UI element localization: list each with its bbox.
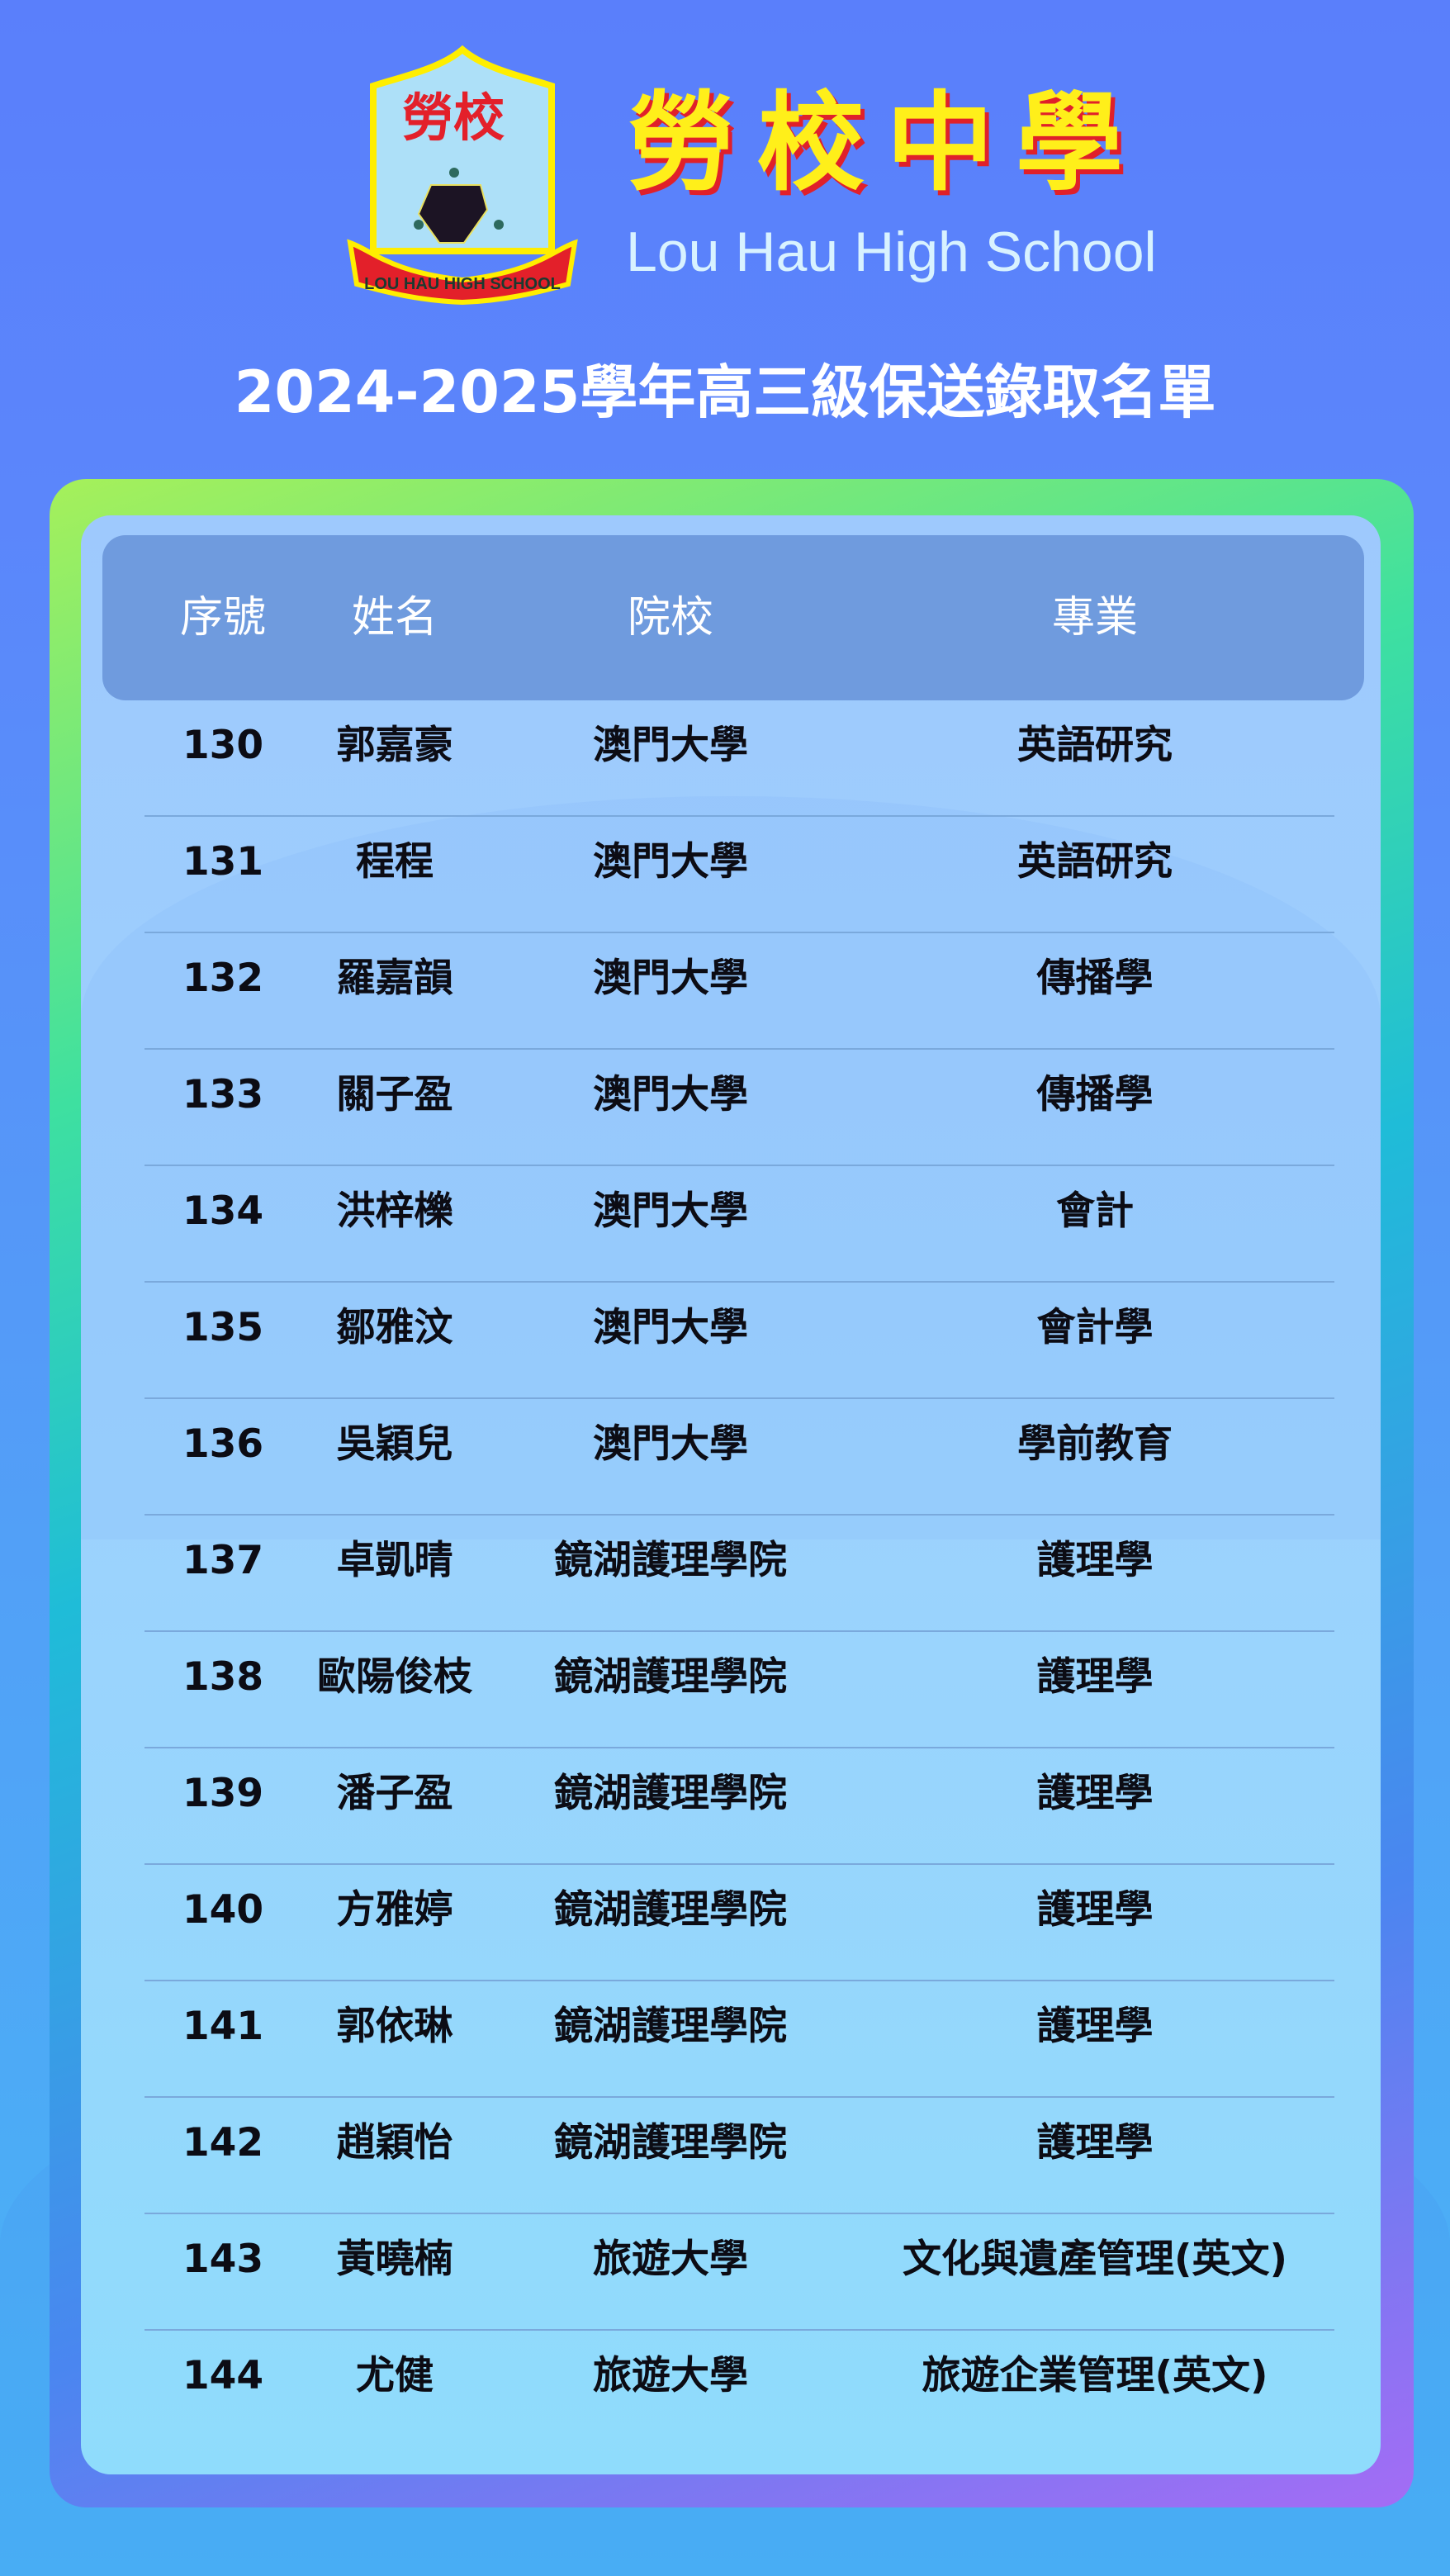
svg-text:LOU HAU HIGH SCHOOL: LOU HAU HIGH SCHOOL	[364, 275, 561, 293]
cell-name: 程程	[356, 839, 434, 885]
cell-number: 142	[182, 2120, 264, 2166]
cell-school: 澳門大學	[593, 1188, 748, 1234]
table-row: 139 潘子盈 鏡湖護理學院 護理學	[0, 1748, 1450, 1865]
cell-school: 澳門大學	[593, 723, 748, 768]
cell-major: 傳播學	[1036, 1072, 1154, 1117]
cell-number: 138	[182, 1654, 264, 1700]
cell-major: 英語研究	[1017, 839, 1173, 885]
cell-school: 澳門大學	[593, 1305, 748, 1350]
cell-school: 旅遊大學	[593, 2353, 748, 2398]
card-arc	[81, 796, 1381, 1539]
cell-number: 133	[182, 1072, 264, 1117]
school-name-en: Lou Hau High School	[626, 221, 1157, 283]
cell-major: 學前教育	[1017, 1421, 1173, 1467]
header-number: 序號	[179, 593, 267, 643]
table-row: 131 程程 澳門大學 英語研究	[0, 817, 1450, 933]
page-title: 2024-2025學年高三級保送錄取名單	[234, 358, 1216, 426]
card	[81, 515, 1381, 2474]
cell-number: 140	[182, 1887, 264, 1933]
table-row: 143 黃曉楠 旅遊大學 文化與遺產管理(英文)	[0, 2214, 1450, 2331]
header-name: 姓名	[351, 593, 438, 643]
table-row: 133 關子盈 澳門大學 傳播學	[0, 1050, 1450, 1166]
table-row: 136 吳穎兒 澳門大學 學前教育	[0, 1399, 1450, 1516]
table-row: 144 尤健 旅遊大學 旅遊企業管理(英文)	[0, 2331, 1450, 2447]
cell-name: 羅嘉韻	[336, 956, 453, 1001]
school-name-cn: 勞 校 中 學	[628, 73, 1123, 213]
cell-school: 鏡湖護理學院	[554, 2120, 787, 2166]
cell-major: 護理學	[1036, 1654, 1154, 1700]
cell-major: 會計學	[1036, 1305, 1154, 1350]
cell-major: 護理學	[1036, 1771, 1154, 1816]
table-row: 140 方雅婷 鏡湖護理學院 護理學	[0, 1865, 1450, 1981]
table-row: 132 羅嘉韻 澳門大學 傳播學	[0, 933, 1450, 1050]
table-row: 142 趙穎怡 鏡湖護理學院 護理學	[0, 2098, 1450, 2214]
table-row: 141 郭依琳 鏡湖護理學院 護理學	[0, 1981, 1450, 2098]
cell-name: 關子盈	[336, 1072, 453, 1117]
cell-name: 尤健	[356, 2353, 434, 2398]
school-logo: 勞校 LOU HAU HIGH SCHOOL	[347, 45, 578, 306]
cell-number: 132	[182, 956, 264, 1001]
cell-school: 鏡湖護理學院	[554, 2004, 787, 2049]
cell-name: 郭依琳	[336, 2004, 453, 2049]
cell-major: 英語研究	[1017, 723, 1173, 768]
cell-name: 吳穎兒	[336, 1421, 453, 1467]
svg-text:勞校: 勞校	[402, 88, 505, 148]
cell-number: 134	[182, 1188, 264, 1234]
cell-major: 護理學	[1036, 1887, 1154, 1933]
cell-name: 黃曉楠	[336, 2237, 453, 2282]
cell-name: 方雅婷	[336, 1887, 453, 1933]
table-row: 137 卓凱晴 鏡湖護理學院 護理學	[0, 1516, 1450, 1632]
cell-number: 143	[182, 2237, 264, 2282]
cell-number: 139	[182, 1771, 264, 1816]
cell-number: 137	[182, 1538, 264, 1583]
cell-number: 141	[182, 2004, 264, 2049]
cell-number: 130	[182, 723, 264, 768]
cell-major: 護理學	[1036, 2004, 1154, 2049]
cell-school: 旅遊大學	[593, 2237, 748, 2282]
school-name-char: 校	[756, 79, 865, 206]
table-row: 130 郭嘉豪 澳門大學 英語研究	[0, 700, 1450, 817]
cell-number: 136	[182, 1421, 264, 1467]
cell-major: 旅遊企業管理(英文)	[922, 2353, 1268, 2398]
cell-school: 澳門大學	[593, 1421, 748, 1467]
cell-major: 文化與遺產管理(英文)	[903, 2237, 1287, 2282]
cell-school: 鏡湖護理學院	[554, 1771, 787, 1816]
cell-school: 鏡湖護理學院	[554, 1654, 787, 1700]
cell-number: 135	[182, 1305, 264, 1350]
header-school: 院校	[627, 593, 714, 643]
header-major: 專業	[1051, 593, 1139, 643]
cell-name: 歐陽俊枝	[317, 1654, 472, 1700]
cell-name: 郭嘉豪	[336, 723, 453, 768]
cell-major: 護理學	[1036, 1538, 1154, 1583]
table-row: 134 洪梓櫟 澳門大學 會計	[0, 1166, 1450, 1283]
cell-name: 卓凱晴	[336, 1538, 453, 1583]
school-name-char: 中	[886, 79, 994, 206]
cell-name: 鄒雅汶	[336, 1305, 453, 1350]
cell-number: 144	[182, 2353, 264, 2398]
cell-school: 澳門大學	[593, 1072, 748, 1117]
table-row: 138 歐陽俊枝 鏡湖護理學院 護理學	[0, 1632, 1450, 1748]
cell-school: 鏡湖護理學院	[554, 1887, 787, 1933]
cell-major: 傳播學	[1036, 956, 1154, 1001]
school-name-char: 勞	[628, 79, 736, 206]
table-row: 135 鄒雅汶 澳門大學 會計學	[0, 1283, 1450, 1399]
cell-major: 會計	[1056, 1188, 1134, 1234]
cell-name: 洪梓櫟	[336, 1188, 453, 1234]
cell-name: 潘子盈	[336, 1771, 453, 1816]
cell-number: 131	[182, 839, 264, 885]
table-header: 序號 姓名 院校 專業	[102, 535, 1364, 700]
cell-school: 鏡湖護理學院	[554, 1538, 787, 1583]
cell-name: 趙穎怡	[336, 2120, 453, 2166]
table-body: 130 郭嘉豪 澳門大學 英語研究 131 程程 澳門大學 英語研究 132 羅嘉韻 澳門大學 傳播學…	[0, 700, 1450, 2447]
school-name-char: 學	[1015, 79, 1123, 206]
cell-school: 澳門大學	[593, 839, 748, 885]
cell-major: 護理學	[1036, 2120, 1154, 2166]
cell-school: 澳門大學	[593, 956, 748, 1001]
